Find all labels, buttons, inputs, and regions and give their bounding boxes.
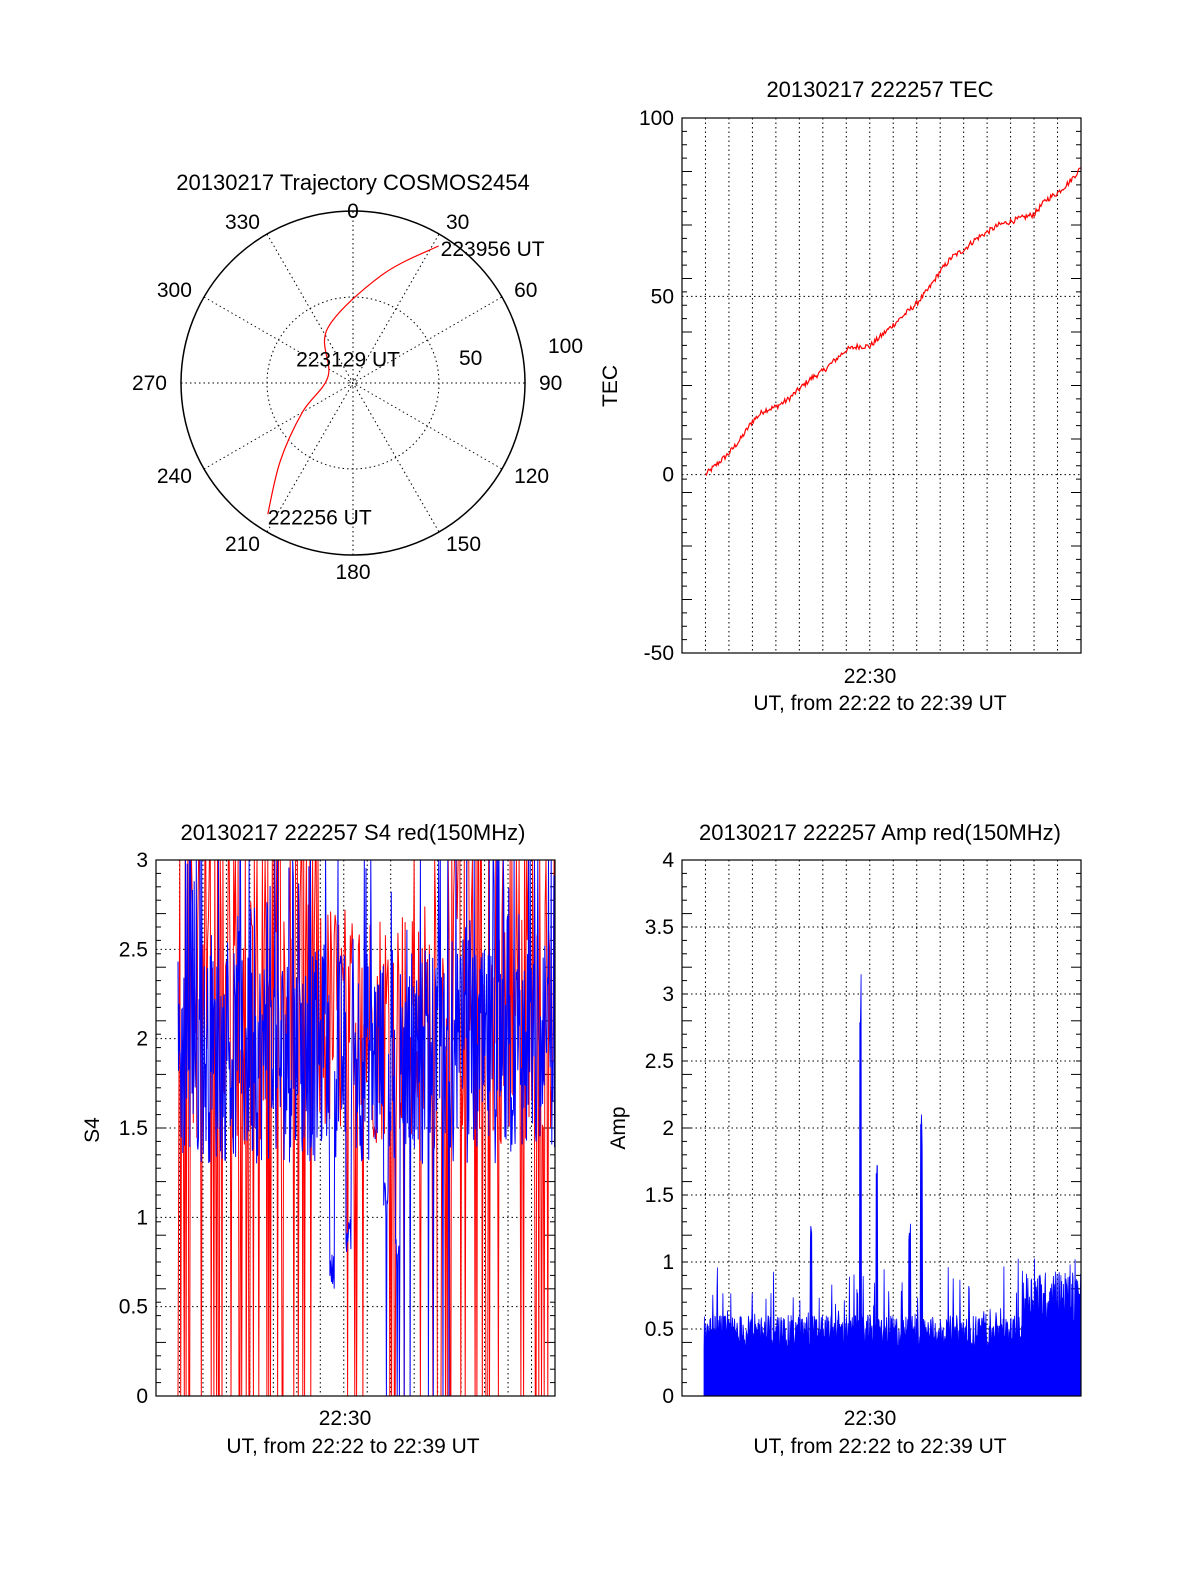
amp-ytick-label-0.5: 0.5 [645,1318,674,1341]
polar-angle-label-90: 90 [539,372,562,395]
trajectory-polar-panel: 20130217 Trajectory COSMOS2454 0 30 60 90 12… [132,170,583,584]
tec-grid [682,117,1081,654]
s4-blue-line [177,859,556,1397]
polar-angle-label-300: 300 [157,279,192,302]
polar-angle-label-270: 270 [132,372,167,395]
amp-panel: 20130217 222257 Amp red(150MHz) 0 0.5 1 1.5… [607,820,1082,1458]
amp-ytick-label-3.5: 3.5 [645,916,674,939]
amp-ylabel: Amp [607,1106,630,1149]
amp-ytick-label-4: 4 [662,849,674,872]
amp-ytick-label-1.5: 1.5 [645,1184,674,1207]
polar-radius-label-50: 50 [459,347,482,370]
amp-plot-frame [681,859,1082,1397]
tec-ytick-label-100: 100 [639,107,674,130]
s4-ytick-label-0: 0 [136,1385,148,1408]
tec-plot-frame [681,117,1082,654]
tec-line [705,167,1082,477]
s4-panel: 20130217 222257 S4 red(150MHz) 0 0.5 1 1.5 2… [81,820,556,1458]
amp-area [703,974,1082,1397]
s4-plot-frame [155,859,556,1397]
trajectory-title: 20130217 Trajectory COSMOS2454 [176,170,529,195]
trajectory-annotation-0: 223956 UT [441,238,545,261]
s4-ytick-label-2: 2 [136,1028,148,1051]
trajectory-annotation-2: 222256 UT [268,506,372,529]
tec-title: 20130217 222257 TEC [766,77,993,102]
s4-ytick-label-1: 1 [136,1206,148,1229]
polar-radius-label-100: 100 [548,335,583,358]
tec-series [705,167,1082,477]
polar-spoke-150 [266,233,440,533]
polar-angle-label-150: 150 [446,533,481,556]
tec-panel: 20130217 222257 TEC -50 0 50 100 22:30 UT, … [599,77,1082,715]
s4-y-ticks: 0 0.5 1 1.5 2 2.5 3 [119,849,148,1408]
polar-angle-label-60: 60 [514,279,537,302]
trajectory-annotation-1: 223129 UT [296,348,400,371]
amp-ytick-label-2.5: 2.5 [645,1050,674,1073]
s4-ytick-label-0.5: 0.5 [119,1296,148,1319]
polar-angle-label-120: 120 [514,465,549,488]
s4-ylabel: S4 [81,1117,104,1143]
polar-grid [180,210,526,556]
amp-xtick-label: 22:30 [844,1407,897,1430]
amp-series [703,974,1082,1397]
tec-xtick-label: 22:30 [844,665,897,688]
polar-angle-label-330: 330 [225,211,260,234]
polar-angle-label-180: 180 [335,561,370,584]
s4-title: 20130217 222257 S4 red(150MHz) [181,820,526,845]
tec-ytick-label-50: 50 [651,285,674,308]
s4-series [177,859,556,1397]
s4-xlabel: UT, from 22:22 to 22:39 UT [226,1435,479,1458]
amp-ytick-label-0: 0 [662,1385,674,1408]
tec-ylabel: TEC [599,365,622,407]
tec-ytick-label--50: -50 [644,642,674,665]
amp-ytick-label-2: 2 [662,1117,674,1140]
polar-annotations: 223956 UT 223129 UT 222256 UT [268,238,545,529]
s4-xtick-label: 22:30 [319,1407,372,1430]
tec-y-ticks: -50 0 50 100 [639,107,674,665]
s4-ytick-label-3: 3 [136,849,148,872]
trajectory-line [267,245,439,515]
polar-angle-label-240: 240 [157,465,192,488]
amp-grid [682,859,1081,1397]
polar-angle-label-30: 30 [446,211,469,234]
polar-angle-labels: 0 30 60 90 120 150 180 210 240 270 300 330 50 100 [132,200,583,584]
s4-ytick-label-2.5: 2.5 [119,938,148,961]
polar-angle-label-210: 210 [225,533,260,556]
amp-xlabel: UT, from 22:22 to 22:39 UT [753,1435,1006,1458]
amp-ytick-label-3: 3 [662,983,674,1006]
amp-y-ticks: 0 0.5 1 1.5 2 2.5 3 3.5 4 [645,849,675,1408]
tec-ytick-label-0: 0 [662,464,674,487]
polar-trajectory-series [267,245,439,515]
tec-xlabel: UT, from 22:22 to 22:39 UT [753,692,1006,715]
amp-title: 20130217 222257 Amp red(150MHz) [699,820,1061,845]
amp-ytick-label-1: 1 [662,1251,674,1274]
s4-ytick-label-1.5: 1.5 [119,1117,148,1140]
polar-angle-label-0: 0 [347,200,359,223]
polar-center-dot [349,379,357,387]
